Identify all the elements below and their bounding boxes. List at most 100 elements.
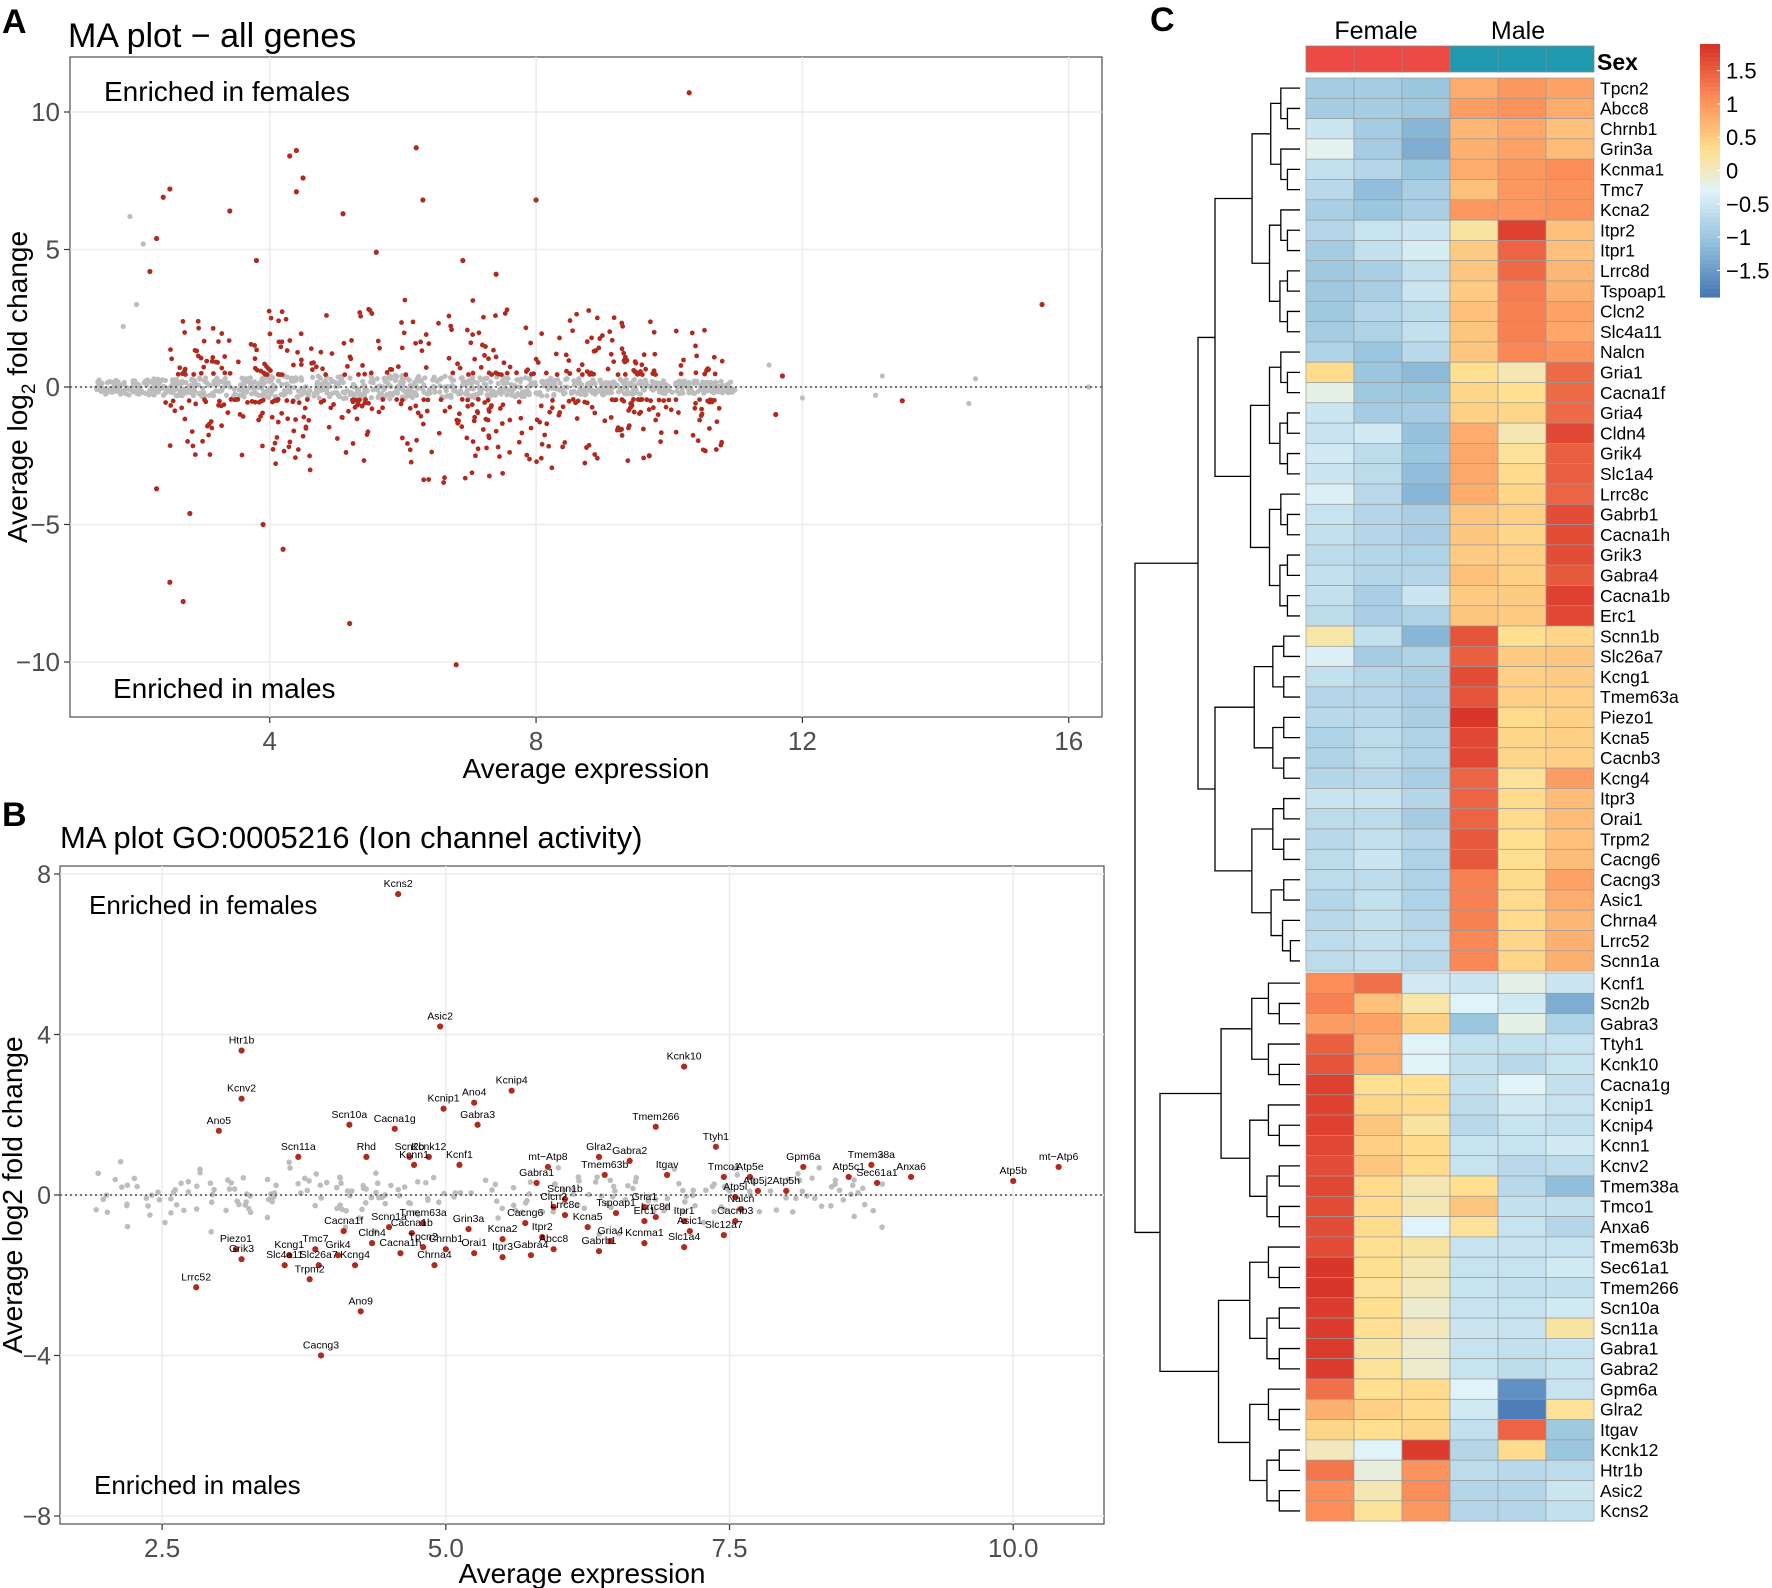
heatmap-row-label: Htr1b <box>1600 1461 1643 1481</box>
panel-a-nonsig-point <box>162 377 168 384</box>
panel-a-sig-point <box>293 147 299 154</box>
heatmap-cell <box>1497 382 1547 404</box>
heatmap-cell <box>1545 686 1595 708</box>
panel-a-sig-point <box>198 370 204 376</box>
heatmap-cell <box>1401 199 1451 221</box>
heatmap-cell <box>1353 1114 1403 1136</box>
panel-b-sig-point <box>907 1173 915 1181</box>
heatmap-cell <box>1545 950 1595 972</box>
panel-a-sig-point <box>712 371 718 377</box>
legend-tick-label: −0.5 <box>1726 192 1769 217</box>
panel-a-sig-point <box>621 398 627 404</box>
heatmap-row-label: Itpr3 <box>1600 789 1635 809</box>
panel-a-sig-point <box>192 452 198 458</box>
heatmap-cell <box>1545 1135 1595 1157</box>
panel-b-nonsig-point <box>457 1190 464 1196</box>
panel-a-sig-point <box>570 328 575 334</box>
panel-b-nonsig-point <box>381 1193 387 1199</box>
panel-b-gene-label: Asic2 <box>427 1010 453 1022</box>
panel-a-sig-point <box>358 313 364 319</box>
heatmap-cell <box>1401 808 1451 830</box>
panel-a-sig-point <box>202 397 207 403</box>
panel-b-gene-label: Cacna1g <box>374 1113 416 1125</box>
heatmap-cell <box>1497 1033 1547 1055</box>
panel-a-sig-point <box>365 429 371 435</box>
heatmap-cell <box>1401 828 1451 850</box>
panel-a-sig-point <box>537 419 543 425</box>
panel-b-nonsig-point <box>773 1207 780 1213</box>
panel-a-sig-point <box>495 371 501 377</box>
panel-a-y-axis-label: Average log2 fold change <box>2 231 40 543</box>
panel-a-sig-point <box>699 411 705 417</box>
panel-a-sig-point <box>399 320 404 325</box>
legend-color-step <box>1700 275 1720 281</box>
panel-a-sig-point <box>635 397 641 402</box>
panel-b-nonsig-point <box>592 1179 599 1185</box>
heatmap-cell <box>1353 1419 1403 1441</box>
panel-b-x-tick-label: 7.5 <box>711 1533 747 1563</box>
panel-a-sig-point <box>342 372 348 378</box>
panel-b-nonsig-point <box>616 1231 622 1237</box>
panel-a-sig-point <box>563 352 569 358</box>
panel-b-gene-label: Asic1 <box>677 1215 703 1227</box>
heatmap-cell <box>1545 341 1595 363</box>
legend-color-step <box>1700 204 1720 210</box>
panel-a-sig-point <box>460 257 466 264</box>
panel-b-nonsig-point <box>652 1196 659 1203</box>
panel-a-nonsig-point <box>879 373 885 379</box>
panel-b-sig-point <box>641 1240 648 1247</box>
panel-a-sig-point <box>483 416 489 422</box>
heatmap-row-label: Chrnb1 <box>1600 119 1657 139</box>
panel-c: C Female Male Sex Tpcn2Abcc8Chrnb1Grin3a… <box>1134 1 1769 1522</box>
legend-color-step <box>1700 288 1720 294</box>
panel-a-sig-point <box>442 408 448 414</box>
heatmap-cell <box>1545 503 1595 525</box>
panel-a-sig-point <box>622 359 628 365</box>
dendrogram-branch <box>1278 1205 1300 1228</box>
heatmap-cell <box>1305 666 1355 688</box>
panel-b-nonsig-point <box>783 1195 789 1201</box>
heatmap-row-label: Cacna1b <box>1600 586 1670 606</box>
legend-color-step <box>1700 128 1720 134</box>
panel-a-sig-point <box>368 370 374 376</box>
panel-b-sig-point <box>681 1217 688 1225</box>
panel-b-y-tick-label: 4 <box>37 1022 51 1050</box>
panel-a-sig-point <box>469 402 475 408</box>
panel-a-sig-point <box>304 397 310 403</box>
sex-bar-cell-male <box>1449 45 1499 73</box>
panel-a-sig-point <box>320 366 325 372</box>
panel-a-y-tick-label: 0 <box>46 372 60 402</box>
panel-b-nonsig-point <box>396 1192 403 1199</box>
panel-a-nonsig-point <box>177 381 184 387</box>
panel-a-sig-point <box>553 351 559 357</box>
heatmap-cell <box>1449 686 1499 708</box>
heatmap-cell <box>1545 361 1595 383</box>
heatmap-cell <box>1497 1074 1547 1096</box>
heatmap-cell <box>1401 240 1451 262</box>
panel-a-sig-point <box>323 372 329 377</box>
panel-b-gene-label: Clcn2 <box>540 1191 567 1203</box>
heatmap-row-label: Lrrc52 <box>1600 931 1650 951</box>
legend-color-step <box>1700 132 1720 138</box>
dendrogram-branch <box>1279 280 1288 323</box>
heatmap-cell <box>1449 1053 1499 1075</box>
panel-b-nonsig-point <box>570 1186 577 1192</box>
panel-a-nonsig-point <box>336 380 342 386</box>
panel-b-sig-point <box>425 1153 432 1160</box>
panel-a-nonsig-point <box>701 390 707 396</box>
heatmap-cell <box>1545 199 1595 221</box>
heatmap-cell <box>1497 524 1547 546</box>
heatmap-cell <box>1401 1236 1451 1258</box>
heatmap-row-label: Kcnip4 <box>1600 1115 1654 1135</box>
legend-color-step <box>1700 153 1720 159</box>
panel-a-sig-point <box>713 447 719 452</box>
panel-a-nonsig-point <box>340 380 346 386</box>
panel-a-sig-point <box>899 398 905 404</box>
panel-a-nonsig-point <box>660 378 667 384</box>
panel-a-nonsig-point <box>160 383 167 390</box>
heatmap-cell <box>1305 1155 1355 1177</box>
panel-b-nonsig-point <box>661 1208 667 1214</box>
panel-a-nonsig-point <box>528 380 534 386</box>
panel-a-sig-point <box>260 443 265 449</box>
panel-a-sig-point <box>217 398 222 404</box>
